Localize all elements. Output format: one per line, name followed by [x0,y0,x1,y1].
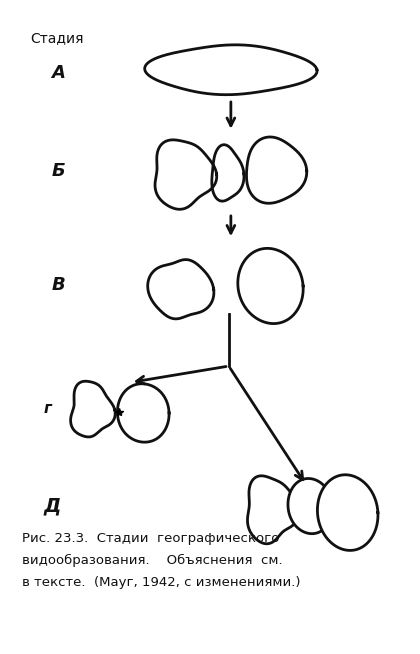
Text: в тексте.  (Мауг, 1942, с изменениями.): в тексте. (Мауг, 1942, с изменениями.) [22,576,301,589]
Polygon shape [155,140,217,209]
Polygon shape [212,145,244,201]
Text: Стадия: Стадия [31,31,84,44]
Polygon shape [288,479,332,534]
Text: Рис. 23.3.  Стадии  географического: Рис. 23.3. Стадии географического [22,532,280,545]
Polygon shape [144,45,317,95]
Polygon shape [238,249,303,324]
Text: видообразования.    Объяснения  см.: видообразования. Объяснения см. [22,553,283,566]
Text: Д: Д [43,496,60,515]
Polygon shape [318,475,378,551]
Text: Б: Б [52,162,65,180]
Text: г: г [43,401,51,416]
Polygon shape [247,476,299,543]
Polygon shape [148,260,214,319]
Text: В: В [52,276,65,294]
Polygon shape [71,381,115,437]
Polygon shape [118,384,169,442]
Text: А: А [52,64,66,82]
Polygon shape [247,137,307,203]
